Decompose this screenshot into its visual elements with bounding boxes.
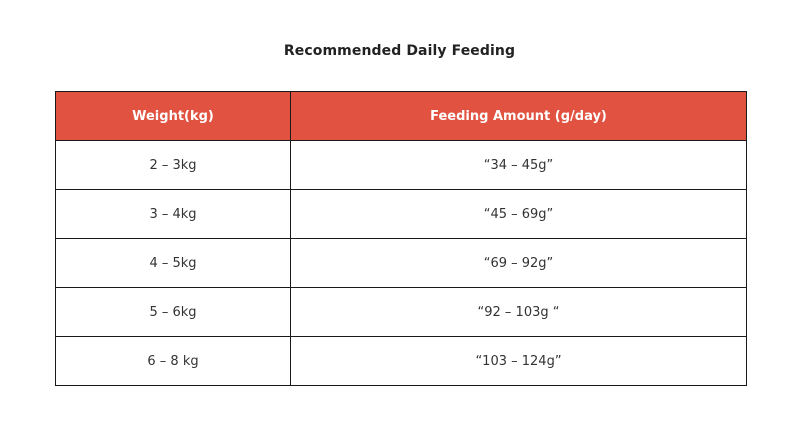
- column-header-weight: Weight(kg): [55, 91, 291, 141]
- page-title: Recommended Daily Feeding: [283, 43, 516, 59]
- feeding-amount-cell: “34 – 45g”: [290, 140, 747, 190]
- table-row: 2 – 3kg “34 – 45g”: [55, 140, 747, 190]
- feeding-amount-cell: “45 – 69g”: [290, 189, 747, 239]
- weight-cell: 6 – 8 kg: [55, 336, 291, 386]
- table-row: 4 – 5kg “69 – 92g”: [55, 238, 747, 288]
- table-header-row: Weight(kg) Feeding Amount (g/day): [55, 91, 747, 141]
- weight-cell: 2 – 3kg: [55, 140, 291, 190]
- weight-cell: 5 – 6kg: [55, 287, 291, 337]
- feeding-amount-cell: “69 – 92g”: [290, 238, 747, 288]
- table-row: 5 – 6kg “92 – 103g “: [55, 287, 747, 337]
- weight-cell: 4 – 5kg: [55, 238, 291, 288]
- feeding-amount-cell: “103 – 124g”: [290, 336, 747, 386]
- feeding-amount-cell: “92 – 103g “: [290, 287, 747, 337]
- column-header-feeding-amount: Feeding Amount (g/day): [290, 91, 747, 141]
- table-row: 3 – 4kg “45 – 69g”: [55, 189, 747, 239]
- table-row: 6 – 8 kg “103 – 124g”: [55, 336, 747, 386]
- weight-cell: 3 – 4kg: [55, 189, 291, 239]
- feeding-table: Weight(kg) Feeding Amount (g/day) 2 – 3k…: [55, 91, 747, 386]
